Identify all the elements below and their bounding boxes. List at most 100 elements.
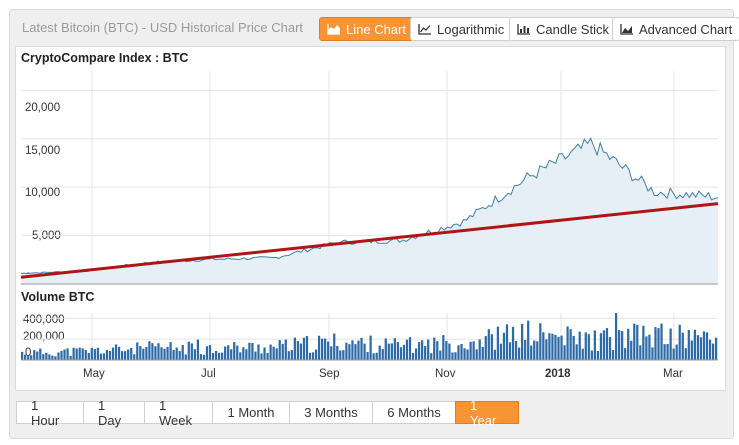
volume-bar bbox=[348, 344, 351, 360]
range-1-week-button[interactable]: 1 Week bbox=[144, 398, 213, 428]
range-1-day-button[interactable]: 1 Day bbox=[83, 398, 145, 428]
volume-bar bbox=[599, 333, 603, 360]
volume-bar bbox=[514, 341, 518, 360]
volume-bar bbox=[75, 348, 78, 360]
range-1-year-button[interactable]: 1 Year bbox=[455, 398, 519, 428]
volume-bar bbox=[227, 345, 230, 360]
volume-bar bbox=[102, 353, 106, 360]
volume-bar bbox=[475, 349, 478, 360]
volume-bar bbox=[578, 331, 581, 360]
volume-bar bbox=[114, 344, 118, 360]
volume-bar bbox=[272, 346, 275, 360]
volume-bar bbox=[684, 348, 687, 360]
volume-bar bbox=[699, 337, 703, 360]
volume-bar bbox=[184, 354, 187, 360]
volume-bar bbox=[163, 348, 166, 360]
range-1-month-button[interactable]: 1 Month bbox=[212, 401, 290, 424]
volume-bar bbox=[84, 349, 87, 360]
volume-bar bbox=[54, 356, 57, 360]
volume-bar bbox=[308, 352, 312, 360]
volume-bar bbox=[681, 332, 684, 360]
volume-bar bbox=[487, 329, 490, 360]
range-3-months-button[interactable]: 3 Months bbox=[289, 401, 373, 424]
volume-bar bbox=[327, 341, 330, 360]
volume-bar bbox=[263, 347, 266, 360]
volume-bar bbox=[145, 347, 148, 360]
volume-bar bbox=[36, 351, 39, 360]
volume-bar bbox=[151, 343, 154, 360]
volume-bar bbox=[654, 327, 657, 360]
volume-bar bbox=[596, 350, 600, 360]
volume-bar bbox=[542, 332, 545, 360]
volume-bar bbox=[60, 350, 63, 360]
volume-bar bbox=[618, 330, 621, 360]
volume-bar bbox=[205, 346, 209, 360]
volume-bar bbox=[105, 349, 109, 360]
volume-bar bbox=[672, 348, 675, 360]
volume-bar bbox=[551, 333, 554, 360]
volume-bar bbox=[130, 347, 133, 360]
x-axis-label: May bbox=[83, 368, 105, 380]
volume-bar bbox=[242, 347, 245, 360]
volume-bar bbox=[399, 347, 403, 360]
x-axis-label: 2018 bbox=[545, 368, 571, 380]
price-chart-title: CryptoCompare Index : BTC bbox=[21, 51, 189, 65]
volume-bar bbox=[687, 329, 690, 360]
range-6-months-button[interactable]: 6 Months bbox=[372, 401, 456, 424]
volume-bar bbox=[539, 323, 542, 360]
volume-bar bbox=[81, 348, 84, 360]
line-chart-button[interactable]: Line Chart bbox=[319, 17, 414, 41]
volume-bar bbox=[457, 345, 460, 360]
volume-bar bbox=[333, 333, 336, 360]
volume-bar bbox=[463, 348, 466, 360]
x-axis-label: Sep bbox=[319, 368, 340, 380]
volume-bar bbox=[78, 347, 81, 360]
candle-stick-label: Candle Stick bbox=[536, 21, 609, 37]
volume-bar bbox=[430, 353, 433, 360]
range-1-hour-button[interactable]: 1 Hour bbox=[16, 398, 84, 428]
volume-bar bbox=[384, 338, 387, 360]
volume-bar bbox=[566, 326, 569, 360]
volume-bar bbox=[230, 349, 233, 360]
volume-bar bbox=[408, 337, 412, 360]
logarithmic-button[interactable]: Logarithmic bbox=[410, 17, 513, 41]
volume-bar bbox=[139, 346, 142, 360]
volume-bar bbox=[508, 342, 512, 360]
volume-bar bbox=[233, 342, 236, 360]
volume-bar bbox=[136, 342, 139, 360]
candle-stick-button[interactable]: Candle Stick bbox=[509, 17, 617, 41]
volume-y-tick: 200,000 bbox=[23, 331, 65, 343]
volume-bar bbox=[602, 330, 606, 360]
volume-bar bbox=[269, 344, 272, 360]
volume-bar bbox=[154, 346, 157, 360]
volume-bar bbox=[236, 345, 239, 360]
volume-bar bbox=[299, 343, 303, 360]
volume-bar bbox=[378, 345, 381, 360]
volume-bar bbox=[448, 343, 451, 360]
volume-bar bbox=[666, 344, 669, 360]
volume-bar bbox=[590, 350, 593, 360]
trend-line bbox=[20, 202, 719, 279]
volume-bar bbox=[248, 342, 251, 360]
volume-bar bbox=[393, 338, 396, 360]
volume-bar bbox=[472, 341, 475, 360]
line-chart-icon bbox=[418, 24, 431, 35]
volume-bar bbox=[127, 349, 130, 360]
volume-bar bbox=[33, 350, 36, 360]
volume-bar bbox=[427, 339, 430, 360]
volume-bar bbox=[493, 349, 496, 360]
volume-bar bbox=[69, 355, 72, 360]
volume-bar bbox=[199, 354, 203, 360]
range-selector: 1 Hour 1 Day 1 Week 1 Month 3 Months 6 M… bbox=[16, 398, 519, 428]
volume-bar bbox=[490, 334, 493, 360]
volume-bar bbox=[517, 347, 521, 360]
volume-bar bbox=[208, 344, 212, 360]
volume-bar bbox=[572, 335, 575, 360]
volume-bar bbox=[245, 349, 248, 360]
volume-bar bbox=[172, 349, 175, 360]
volume-bar bbox=[357, 340, 360, 360]
advanced-chart-button[interactable]: Advanced Chart bbox=[612, 17, 739, 41]
price-y-tick: 20,000 bbox=[25, 102, 61, 114]
volume-bar bbox=[196, 339, 199, 360]
volume-bar bbox=[24, 354, 27, 360]
